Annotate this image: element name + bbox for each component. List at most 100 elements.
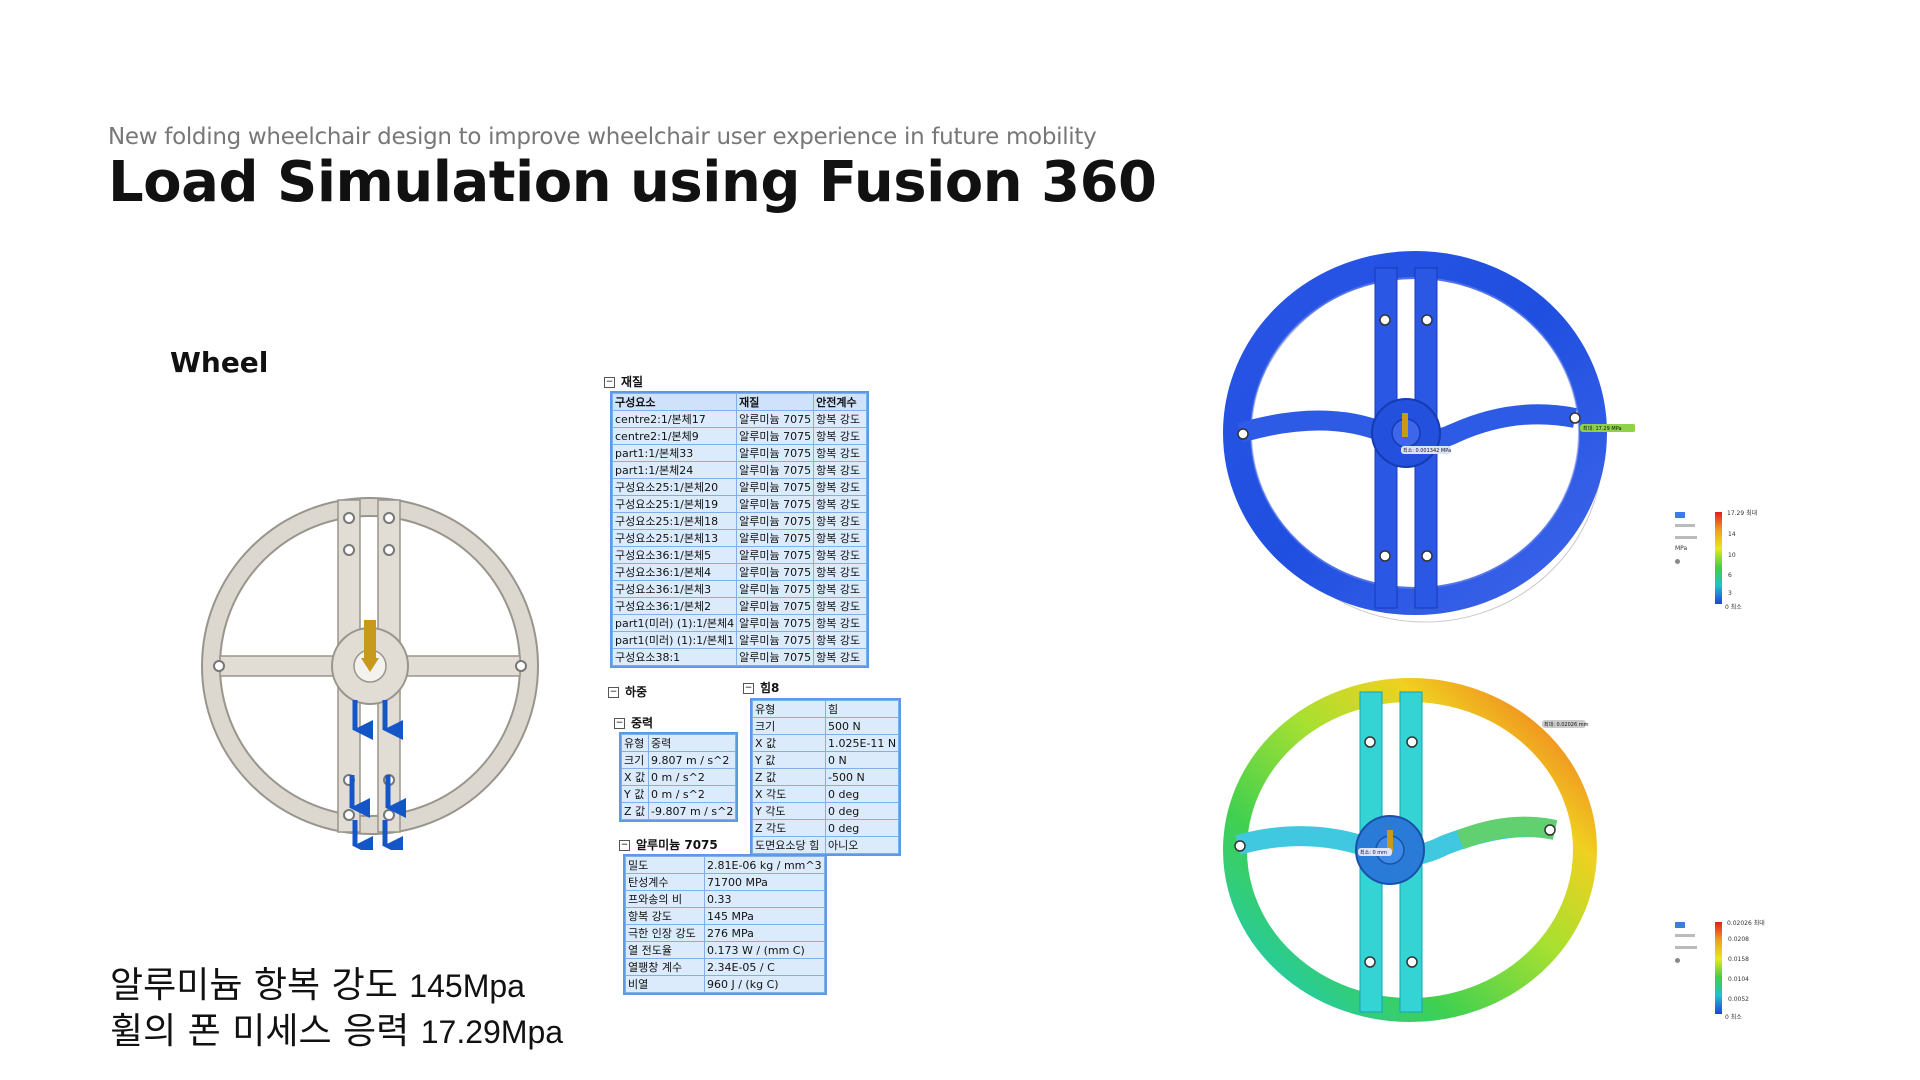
table-cell: 276 MPa — [704, 924, 825, 942]
table-cell: 145 MPa — [704, 907, 825, 925]
legend-option — [1675, 536, 1697, 539]
collapse-icon[interactable]: − — [743, 683, 754, 694]
column-header: 구성요소 — [611, 393, 738, 411]
table-cell: 알루미늄 7075 — [736, 478, 815, 496]
collapse-icon[interactable]: − — [608, 687, 619, 698]
table-cell: part1:1/본체24 — [611, 461, 738, 479]
section-title: 중력 — [631, 716, 654, 730]
legend-min: 0 최소 — [1725, 604, 1742, 611]
table-cell: 구성요소36:1/본체4 — [611, 563, 738, 581]
note-text: 휠의 폰 미세스 응력 — [110, 1011, 421, 1052]
table-cell: 알루미늄 7075 — [736, 495, 815, 513]
table-cell: 알루미늄 7075 — [736, 580, 815, 598]
table-cell: 0 deg — [824, 802, 900, 820]
table-cell: 알루미늄 7075 — [736, 529, 815, 547]
table-cell: -500 N — [824, 768, 900, 786]
legend-max: 17.29 최대 — [1727, 510, 1758, 517]
table-cell: 열팽창 계수 — [625, 958, 705, 976]
table-row: 구성요소25:1/본체19 알루미늄 7075 항복 강도 — [611, 495, 868, 513]
table-cell: Z 값 — [752, 768, 826, 786]
table-cell: 구성요소38:1 — [611, 648, 738, 666]
table-row: 크기 500 N — [752, 717, 900, 735]
table-cell: 구성요소36:1/본체3 — [611, 580, 738, 598]
legend-badge — [1675, 512, 1685, 518]
force-section-heading[interactable]: − 힘8 — [743, 679, 779, 696]
table-row: 밀도 2.81E-06 kg / mm^3 — [625, 856, 825, 874]
table-cell: 960 J / (kg C) — [704, 975, 825, 993]
von-mises-note: 휠의 폰 미세스 응력 17.29Mpa — [110, 1002, 563, 1054]
wheel-cad-model — [201, 497, 539, 850]
table-row: part1:1/본체24 알루미늄 7075 항복 강도 — [611, 461, 868, 479]
table-cell: 항복 강도 — [813, 461, 868, 479]
table-cell: 힘 — [824, 700, 900, 718]
table-row: 프와송의 비 0.33 — [625, 890, 825, 908]
collapse-icon[interactable]: − — [614, 718, 625, 729]
material-section-heading[interactable]: − 재질 — [604, 373, 643, 390]
table-cell: 항복 강도 — [813, 444, 868, 462]
table-cell: X 각도 — [752, 785, 826, 803]
collapse-icon[interactable]: − — [619, 840, 630, 851]
subtitle: New folding wheelchair design to improve… — [108, 124, 1097, 150]
table-row: centre2:1/본체17 알루미늄 7075 항복 강도 — [611, 410, 868, 428]
table-cell: 알루미늄 7075 — [736, 461, 815, 479]
table-cell: 0 m / s^2 — [647, 768, 737, 786]
legend-colorbar — [1715, 922, 1722, 1014]
table-cell: 중력 — [647, 734, 737, 752]
table-cell: 알루미늄 7075 — [736, 631, 815, 649]
table-cell: 항복 강도 — [813, 648, 868, 666]
table-cell: 극한 인장 강도 — [625, 924, 705, 942]
table-cell: 알루미늄 7075 — [736, 444, 815, 462]
table-cell: 알루미늄 7075 — [736, 597, 815, 615]
table-row: 탄성계수 71700 MPa — [625, 873, 825, 891]
table-row: 구성요소25:1/본체20 알루미늄 7075 항복 강도 — [611, 478, 868, 496]
disp-max-tag: 최대: 0.02026 mm — [1544, 721, 1589, 728]
table-cell: 알루미늄 7075 — [736, 563, 815, 581]
collapse-icon[interactable]: − — [604, 377, 615, 388]
table-row: part1(미러) (1):1/본체4 알루미늄 7075 항복 강도 — [611, 614, 868, 632]
section-title: 재질 — [621, 375, 644, 389]
table-cell: 71700 MPa — [704, 873, 825, 891]
legend-max: 0.02026 최대 — [1727, 920, 1765, 927]
table-row: 크기 9.807 m / s^2 — [621, 751, 737, 769]
table-cell: 항복 강도 — [813, 427, 868, 445]
table-cell: part1(미러) (1):1/본체1 — [611, 631, 738, 649]
legend-option — [1675, 934, 1695, 937]
table-cell: 비열 — [625, 975, 705, 993]
table-cell: centre2:1/본체17 — [611, 410, 738, 428]
table-cell: 구성요소36:1/본체2 — [611, 597, 738, 615]
load-section-heading[interactable]: − 하중 — [608, 683, 647, 700]
aluminum-section-heading[interactable]: − 알루미늄 7075 — [619, 836, 718, 853]
table-cell: Y 값 — [621, 785, 649, 803]
stress-min-tag: 최소: 0.001342 MPa — [1403, 447, 1451, 454]
table-cell: 탄성계수 — [625, 873, 705, 891]
table-cell: 알루미늄 7075 — [736, 648, 815, 666]
table-cell: 0 m / s^2 — [647, 785, 737, 803]
table-cell: 크기 — [752, 717, 826, 735]
table-row: 구성요소36:1/본체4 알루미늄 7075 항복 강도 — [611, 563, 868, 581]
table-cell: 1.025E-11 N — [824, 734, 900, 752]
stress-max-tag: 최대: 17.29 MPa — [1583, 425, 1622, 432]
displacement-legend: 0.02026 최대 0.0208 0.0158 0.0104 0.0052 0… — [1675, 918, 1765, 1021]
table-cell: 알루미늄 7075 — [736, 410, 815, 428]
table-row: 구성요소36:1/본체2 알루미늄 7075 항복 강도 — [611, 597, 868, 615]
table-cell: 밀도 — [625, 856, 705, 874]
table-row: 도면요소당 힘 아니오 — [752, 836, 900, 854]
gravity-section-heading[interactable]: − 중력 — [614, 714, 653, 731]
table-cell: 2.81E-06 kg / mm^3 — [704, 856, 825, 874]
table-cell: 구성요소25:1/본체19 — [611, 495, 738, 513]
column-header: 재질 — [736, 393, 815, 411]
section-title: 알루미늄 7075 — [636, 838, 718, 852]
table-cell: 항복 강도 — [813, 529, 868, 547]
legend-dot-icon — [1675, 958, 1680, 963]
table-row: 유형 힘 — [752, 700, 900, 718]
table-cell: 항복 강도 — [813, 478, 868, 496]
legend-tick: 0.0158 — [1728, 956, 1749, 963]
legend-option — [1675, 524, 1695, 527]
legend-tick: 0.0104 — [1728, 976, 1749, 983]
table-row: 구성요소36:1/본체3 알루미늄 7075 항복 강도 — [611, 580, 868, 598]
table-row: 유형 중력 — [621, 734, 737, 752]
note-text: 알루미늄 항복 강도 — [110, 965, 410, 1006]
stress-legend: MPa 17.29 최대 14 10 6 3 0 최소 — [1675, 508, 1765, 611]
